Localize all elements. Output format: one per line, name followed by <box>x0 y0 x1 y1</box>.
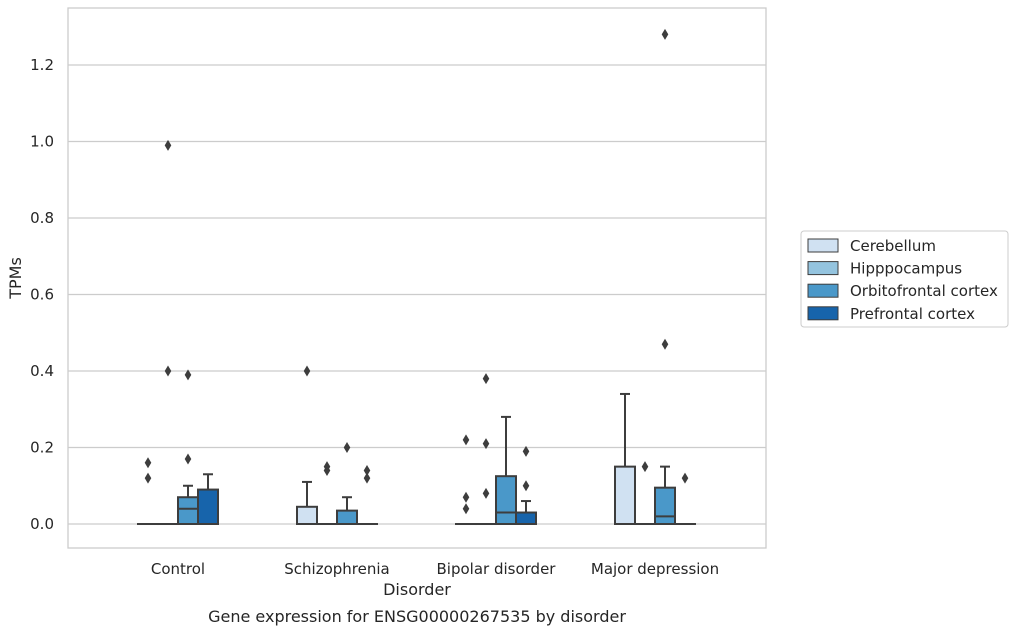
legend-swatch <box>807 283 839 298</box>
x-tick-label: Schizophrenia <box>284 560 389 578</box>
box-body <box>197 488 219 526</box>
outlier-point <box>144 472 152 484</box>
outlier-point <box>661 28 669 40</box>
box-2-2 <box>495 415 517 525</box>
legend-swatch <box>807 306 839 321</box>
box-3-1 <box>634 461 656 526</box>
box-groups <box>137 28 696 526</box>
y-tick-label: 1.0 <box>30 133 54 151</box>
legend-label: Hipppocampus <box>850 260 962 278</box>
box-0-3 <box>197 473 219 526</box>
outlier-point <box>522 445 530 457</box>
box-1-0 <box>296 365 318 526</box>
box-body <box>177 496 199 526</box>
box-0-1 <box>157 139 179 526</box>
x-axis-label: Disorder <box>383 580 451 599</box>
box-2-1 <box>475 373 497 526</box>
legend-frame <box>800 230 1009 328</box>
outlier-point <box>363 464 371 476</box>
legend-swatch <box>807 238 839 253</box>
outlier-point <box>343 442 351 453</box>
chart-caption: Gene expression for ENSG00000267535 by d… <box>208 607 626 626</box>
legend-label: Prefrontal cortex <box>850 305 975 323</box>
box-body <box>296 505 318 526</box>
y-tick-label: 1.2 <box>30 56 54 74</box>
plot-frame <box>67 7 767 549</box>
legend-label: Orbitofrontal cortex <box>850 282 998 300</box>
y-tick-label: 0.0 <box>30 515 54 533</box>
outlier-point <box>184 453 192 465</box>
box-body <box>614 465 636 525</box>
outlier-point <box>303 365 311 377</box>
y-axis-label: TPMs <box>6 257 25 300</box>
outlier-point <box>641 461 649 473</box>
y-tick-label: 0.2 <box>30 439 54 457</box>
gridlines <box>68 64 766 525</box>
outlier-point <box>482 438 490 450</box>
x-tick-label: Bipolar disorder <box>437 560 557 578</box>
x-axis-ticks: Control Schizophrenia Bipolar disorder Majo… <box>151 560 719 578</box>
box-2-3 <box>515 445 537 526</box>
outlier-point <box>522 480 530 492</box>
box-body <box>515 511 537 526</box>
y-tick-label: 0.8 <box>30 209 54 227</box>
outlier-point <box>482 373 490 385</box>
x-tick-label: Major depression <box>591 560 719 578</box>
outlier-point <box>462 434 470 446</box>
legend: Cerebellum Hipppocampus Orbitofrontal cort… <box>800 230 1009 328</box>
box-3-0 <box>614 392 636 525</box>
outlier-point <box>482 487 490 499</box>
outlier-point <box>184 369 192 381</box>
box-body <box>654 486 676 526</box>
outlier-point <box>681 472 689 484</box>
y-axis-ticks: 0.0 0.2 0.4 0.6 0.8 1.0 1.2 <box>30 56 54 533</box>
outlier-point <box>164 139 172 151</box>
outlier-point <box>462 491 470 503</box>
box-0-0 <box>137 457 159 526</box>
outlier-point <box>144 457 152 469</box>
box-1-3 <box>356 464 378 526</box>
box-3-2 <box>654 28 676 526</box>
box-1-1 <box>316 461 338 526</box>
legend-label: Cerebellum <box>850 237 936 255</box>
y-tick-label: 0.4 <box>30 362 54 380</box>
outlier-point <box>323 461 331 473</box>
outlier-point <box>661 338 669 350</box>
outlier-point <box>462 503 470 515</box>
outlier-point <box>164 365 172 377</box>
box-1-2 <box>336 442 358 525</box>
legend-swatch <box>807 261 839 276</box>
box-body <box>336 509 358 525</box>
box-0-2 <box>177 369 199 526</box>
x-tick-label: Control <box>151 560 205 578</box>
box-3-3 <box>674 472 696 526</box>
box-body <box>495 475 517 525</box>
outlier-point <box>363 472 371 484</box>
y-tick-label: 0.6 <box>30 286 54 304</box>
